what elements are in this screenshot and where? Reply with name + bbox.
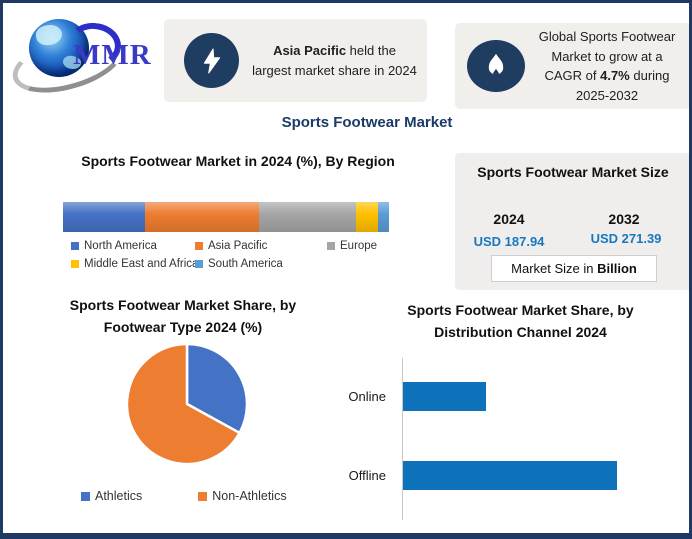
page-title: Sports Footwear Market — [281, 114, 453, 131]
market-size-years: 2024 2032 — [455, 211, 689, 227]
market-size-unit-note: Market Size in Billion — [491, 255, 657, 282]
market-size-values: USD 187.94 USD 271.39 — [455, 231, 689, 249]
footwear-legend-item-non-athletics: Non-Athletics — [198, 489, 287, 503]
callout-cagr-post: during 2025-2032 — [575, 68, 670, 103]
value-2024: USD 187.94 — [473, 234, 545, 249]
flame-badge — [467, 40, 525, 92]
footwear-legend-label-athletics: Athletics — [95, 489, 143, 503]
dist-row-offline: Offline — [321, 461, 617, 490]
footwear-legend-item-athletics: Athletics — [81, 489, 142, 503]
mmr-logo: MMR — [6, 11, 165, 104]
lightning-badge — [184, 33, 239, 88]
region-segment-north-america — [63, 202, 145, 232]
callout-cagr-value: 4.7% — [600, 68, 630, 83]
market-size-panel: Sports Footwear Market Size 2024 2032 US… — [455, 153, 689, 290]
flame-icon — [488, 53, 504, 77]
globe-icon — [29, 19, 89, 77]
region-legend-marker-europe — [327, 242, 335, 250]
pie-slice-athletics — [185, 342, 249, 435]
callout-region-highlight: Asia Pacific — [273, 43, 347, 58]
pie-slice-non-athletics — [125, 342, 241, 466]
region-legend-item-south-america: South America — [195, 258, 327, 270]
distribution-title-line2: Distribution Channel 2024 — [434, 323, 607, 340]
footwear-pie-title: Sports Footwear Market Share, by Footwea… — [28, 295, 338, 338]
region-stacked-bar — [63, 202, 389, 232]
dist-row-online: Online — [321, 382, 617, 411]
footwear-legend: Athletics Non-Athletics — [81, 489, 287, 503]
region-legend-label-asia-pacific: Asia Pacific — [208, 240, 268, 252]
region-segment-asia-pacific — [144, 202, 259, 232]
region-legend-marker-middle-east-and-africa — [71, 260, 79, 268]
distribution-axis-line — [402, 358, 403, 520]
dist-label-online: Online — [348, 389, 386, 404]
year-2024-label: 2024 — [493, 211, 525, 227]
footwear-legend-label-non-athletics: Non-Athletics — [212, 489, 287, 503]
region-legend: North America Asia Pacific Europe Middle Ea… — [71, 240, 377, 270]
region-legend-label-europe: Europe — [340, 240, 378, 252]
region-legend-item-europe: Europe — [327, 240, 377, 252]
unit-note-regular: Market Size in — [511, 261, 594, 276]
callout-region-rest: held the largest market share in 2024 — [252, 43, 417, 78]
region-legend-item-middle-east-and-africa: Middle East and Africa — [71, 258, 199, 270]
region-legend-marker-south-america — [195, 260, 203, 268]
value-2032: USD 271.39 — [590, 231, 662, 246]
dist-bar-online — [403, 382, 486, 411]
region-segment-middle-east-and-africa — [356, 202, 378, 232]
region-legend-label-south-america: South America — [208, 258, 283, 270]
callout-region-text: Asia Pacific held the largest market sha… — [252, 19, 417, 102]
footwear-pie-title-line1: Sports Footwear Market Share, by — [69, 297, 297, 313]
region-legend-label-north-america: North America — [84, 240, 157, 252]
region-legend-marker-north-america — [71, 242, 79, 250]
region-legend-item-north-america: North America — [71, 240, 195, 252]
region-legend-item-asia-pacific: Asia Pacific — [195, 240, 327, 252]
logo-text: MMR — [73, 39, 152, 71]
unit-note-bold: Billion — [597, 261, 637, 276]
region-segment-europe — [258, 202, 357, 232]
region-legend-marker-asia-pacific — [195, 242, 203, 250]
lightning-icon — [203, 48, 220, 73]
footwear-legend-marker-athletics — [81, 491, 90, 501]
callout-cagr-text: Global Sports Footwear Market to grow at… — [531, 23, 683, 109]
footwear-legend-marker-non-athletics — [198, 491, 208, 501]
dist-bar-offline — [403, 461, 617, 490]
distribution-chart-title: Sports Footwear Market Share, by Distrib… — [363, 300, 678, 343]
dist-rows: Online Offline — [321, 382, 617, 490]
footwear-pie-title-line2: Footwear Type 2024 (%) — [103, 318, 263, 335]
distribution-title-line1: Sports Footwear Market Share, by — [407, 302, 634, 318]
callout-region-leader: Asia Pacific held the largest market sha… — [164, 19, 427, 102]
footwear-pie-svg — [125, 342, 249, 466]
dist-label-offline: Offline — [348, 468, 386, 483]
year-2032-label: 2032 — [608, 211, 640, 227]
region-legend-label-middle-east-and-africa: Middle East and Africa — [84, 258, 199, 270]
region-chart-title: Sports Footwear Market in 2024 (%), By R… — [81, 153, 395, 169]
market-size-title: Sports Footwear Market Size — [477, 164, 669, 180]
region-segment-south-america — [377, 202, 389, 232]
callout-cagr-pre: Global Sports Footwear Market to grow at… — [538, 29, 676, 83]
callout-cagr: Global Sports Footwear Market to grow at… — [455, 23, 689, 109]
